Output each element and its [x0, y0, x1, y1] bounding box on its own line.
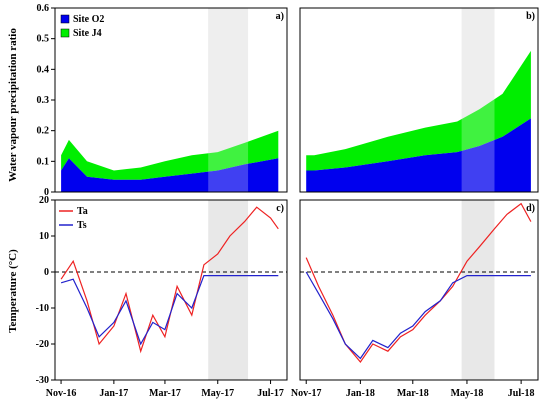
y-tick-label: 0.1: [37, 156, 50, 167]
legend-swatch: [60, 28, 70, 38]
y-tick-label: 0.2: [37, 126, 50, 137]
panel-label: c): [276, 203, 284, 214]
area-site-o2: [306, 118, 531, 192]
x-tick-label: Mar-18: [397, 388, 429, 399]
y-axis-label-bottom: Temperature (°C): [7, 249, 19, 333]
y-tick-label: 0: [44, 187, 49, 198]
panel-b: b): [299, 7, 539, 193]
legend-label: Site O2: [73, 14, 104, 25]
panel-label: d): [526, 203, 535, 214]
x-tick-label: Jul-17: [257, 388, 284, 399]
y-tick-label: -30: [36, 375, 49, 386]
line-ta: [305, 202, 532, 363]
panel-c: Ta Ts c) -30 -20 -10 0 10 20 Nov-16 Jan-17 Mar-17 Ma…: [36, 195, 288, 399]
area-site-j4: [61, 130, 279, 180]
y-axis-label-top: Water vapour precipitation ratio: [7, 28, 19, 182]
y-tick-label: 10: [39, 231, 49, 242]
legend-label: Ts: [77, 220, 87, 231]
panel-border: [299, 7, 539, 193]
x-tick-label: Mar-17: [149, 388, 181, 399]
shaded-period: [461, 200, 495, 380]
y-tick-label: -10: [36, 303, 49, 314]
x-tick-label: Nov-17: [291, 388, 322, 399]
legend-label: Ta: [77, 206, 88, 217]
y-tick-label: -20: [36, 339, 49, 350]
line-ts: [305, 271, 531, 360]
shaded-period-overlay: [208, 8, 249, 192]
area-site-j4: [306, 50, 531, 171]
x-tick-label: Jan-17: [99, 388, 128, 399]
y-tick-label: 0.4: [37, 64, 50, 75]
x-tick-label: Jan-18: [346, 388, 375, 399]
x-tick-label: May-18: [451, 388, 484, 399]
x-tick-label: May-17: [201, 388, 234, 399]
y-tick-label: 0.5: [37, 34, 50, 45]
y-tick-label: 0: [44, 267, 49, 278]
panel-d: d) Nov-17 Jan-18 Mar-18 May-18 Jul-18: [291, 199, 539, 399]
legend-swatch: [60, 14, 70, 24]
panel-a: Site O2 Site J4 a) 0 0.1 0.2 0.3 0.4 0.5 0.6: [37, 3, 288, 198]
line-ts: [60, 275, 279, 346]
shaded-period-overlay: [461, 8, 495, 192]
legend-label: Site J4: [73, 28, 102, 39]
x-tick-label: Jul-18: [508, 388, 535, 399]
panel-label: b): [526, 11, 535, 22]
y-tick-label: 0.3: [37, 95, 50, 106]
x-tick-label: Nov-16: [46, 388, 77, 399]
shaded-period: [208, 200, 249, 380]
y-tick-label: 0.6: [37, 3, 50, 14]
panel-border: [54, 199, 288, 381]
area-site-o2: [61, 158, 279, 192]
panel-border: [299, 199, 539, 381]
y-tick-label: 20: [39, 195, 49, 206]
panel-label: a): [276, 11, 284, 22]
